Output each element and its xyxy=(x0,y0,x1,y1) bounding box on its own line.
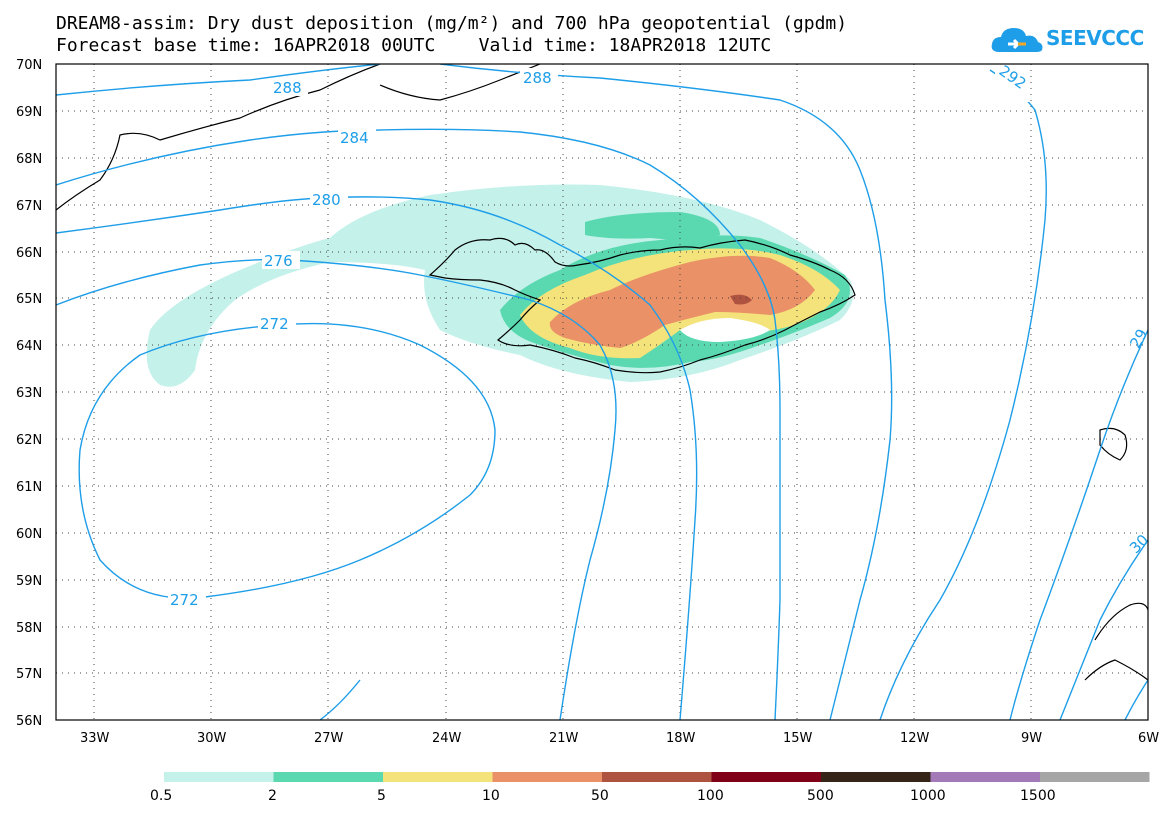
legend-swatch xyxy=(273,772,383,782)
geopotential-contours xyxy=(56,64,1148,720)
seevccc-logo: SEEVCCC xyxy=(990,22,1160,58)
contour-276 xyxy=(56,258,617,720)
legend-swatch xyxy=(164,772,274,782)
contour-label-272-south: 272 xyxy=(170,591,199,609)
lat-label: 67N xyxy=(16,199,42,214)
legend-label: 0.5 xyxy=(150,788,172,804)
cloud-icon xyxy=(991,28,1043,52)
legend-label: 1000 xyxy=(910,788,946,804)
contour-288 xyxy=(56,64,893,720)
contour-276-low xyxy=(319,679,361,720)
lon-label: 30W xyxy=(197,731,227,746)
legend-swatch xyxy=(602,772,712,782)
lat-label: 61N xyxy=(16,480,42,495)
iceland-coast xyxy=(428,237,856,374)
lat-label: 68N xyxy=(16,152,42,167)
greenland-coast-east xyxy=(379,64,541,101)
lat-label: 65N xyxy=(16,292,42,307)
title-line-1: DREAM8-assim: Dry dust deposition (mg/m²… xyxy=(56,13,848,34)
dust-band-10 xyxy=(549,255,815,348)
contour-label-276: 276 xyxy=(264,252,293,270)
dust-band-2-north xyxy=(585,212,720,240)
latitude-axis: 70N 69N 68N 67N 66N 65N 64N 63N 62N 61N … xyxy=(16,58,42,729)
title-line-2: Forecast base time: 16APR2018 00UTC Vali… xyxy=(56,35,772,56)
legend-swatch xyxy=(821,772,931,782)
contour-label-29x: 29 xyxy=(1126,326,1151,352)
legend-label: 500 xyxy=(807,788,834,804)
legend-label: 100 xyxy=(697,788,724,804)
longitude-axis: 33W 30W 27W 24W 21W 18W 15W 12W 9W 6W xyxy=(80,731,1159,746)
lat-label: 63N xyxy=(16,386,42,401)
lat-label: 57N xyxy=(16,667,42,682)
lon-label: 27W xyxy=(314,731,344,746)
lon-label: 18W xyxy=(666,731,696,746)
contour-label-288-west: 288 xyxy=(273,79,302,97)
contour-272 xyxy=(78,322,496,599)
lon-label: 9W xyxy=(1021,731,1042,746)
lat-label: 59N xyxy=(16,574,42,589)
lon-label: 15W xyxy=(783,731,813,746)
scotland-coast xyxy=(1084,602,1148,681)
colorbar-legend: 0.5 2 5 10 50 100 500 1000 1500 xyxy=(150,772,1150,804)
contour-label-280: 280 xyxy=(312,191,341,209)
lat-label: 70N xyxy=(16,58,42,73)
dust-shading xyxy=(146,184,854,387)
lon-label: 21W xyxy=(549,731,579,746)
contour-296 xyxy=(1009,329,1148,720)
contour-280 xyxy=(56,196,698,720)
contour-label-284: 284 xyxy=(340,129,369,147)
dust-band-50 xyxy=(730,294,752,305)
contour-label-272-north: 272 xyxy=(260,315,289,333)
logo-text: SEEVCCC xyxy=(1046,26,1144,50)
lon-label: 33W xyxy=(80,731,110,746)
lat-label: 58N xyxy=(16,621,42,636)
dust-clear-patch xyxy=(680,318,770,342)
lon-label: 6W xyxy=(1138,731,1159,746)
lat-label: 60N xyxy=(16,527,42,542)
lat-label: 69N xyxy=(16,105,42,120)
contour-292 xyxy=(879,69,1047,720)
legend-label: 5 xyxy=(377,788,386,804)
lat-label: 66N xyxy=(16,246,42,261)
legend-label: 1500 xyxy=(1020,788,1056,804)
graticule xyxy=(56,64,1148,720)
lat-label: 56N xyxy=(16,714,42,729)
legend-swatch xyxy=(492,772,602,782)
legend-label: 50 xyxy=(591,788,609,804)
legend-label: 2 xyxy=(268,788,277,804)
legend-swatch xyxy=(1040,772,1150,782)
contour-300 xyxy=(1059,539,1148,720)
plot-frame xyxy=(55,63,1149,721)
faroe-coast xyxy=(1099,427,1128,461)
contour-284 xyxy=(56,128,781,720)
lat-label: 64N xyxy=(16,339,42,354)
lat-label: 62N xyxy=(16,433,42,448)
greenland-coast xyxy=(56,64,381,211)
legend-swatch xyxy=(930,772,1040,782)
legend-label: 10 xyxy=(482,788,500,804)
lon-label: 24W xyxy=(432,731,462,746)
legend-swatch xyxy=(711,772,821,782)
contour-labels: 288 288 292 284 280 276 272 272 29 30 xyxy=(168,64,1151,609)
lon-label: 12W xyxy=(900,731,930,746)
contour-label-288-east: 288 xyxy=(523,69,552,87)
contour-304 xyxy=(1124,679,1148,720)
legend-swatch xyxy=(383,772,493,782)
